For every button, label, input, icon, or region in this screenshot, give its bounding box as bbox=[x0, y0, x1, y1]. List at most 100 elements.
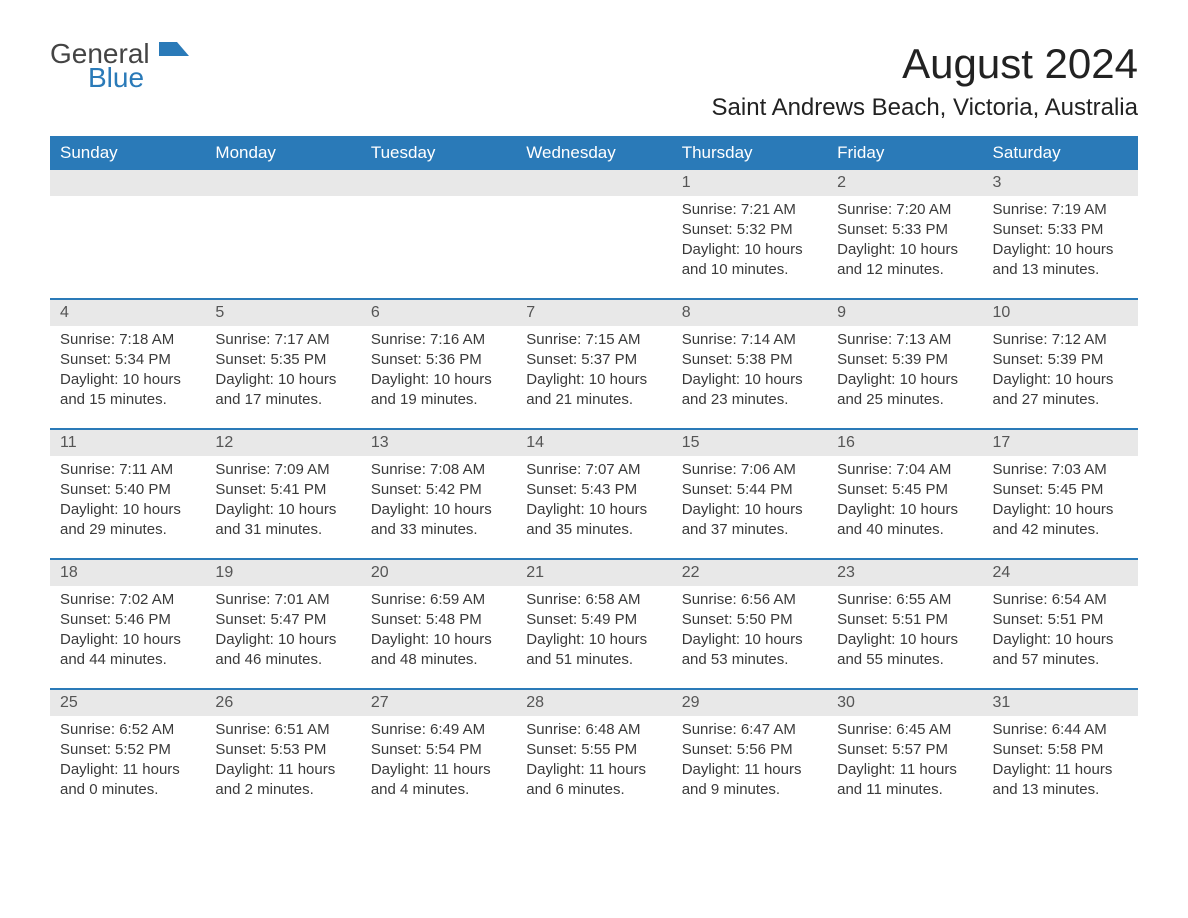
day-number: 5 bbox=[205, 300, 360, 326]
sunrise-text: Sunrise: 7:02 AM bbox=[60, 590, 195, 610]
sunrise-text: Sunrise: 7:16 AM bbox=[371, 330, 506, 350]
sunset-text: Sunset: 5:55 PM bbox=[526, 740, 661, 760]
day-body: Sunrise: 7:15 AMSunset: 5:37 PMDaylight:… bbox=[516, 326, 671, 411]
sunset-text: Sunset: 5:44 PM bbox=[682, 480, 817, 500]
daylight-text: Daylight: 11 hours and 11 minutes. bbox=[837, 760, 972, 801]
sunset-text: Sunset: 5:45 PM bbox=[993, 480, 1128, 500]
sunrise-text: Sunrise: 7:11 AM bbox=[60, 460, 195, 480]
sunrise-text: Sunrise: 6:45 AM bbox=[837, 720, 972, 740]
day-cell: 2Sunrise: 7:20 AMSunset: 5:33 PMDaylight… bbox=[827, 170, 982, 298]
sunset-text: Sunset: 5:51 PM bbox=[993, 610, 1128, 630]
day-cell: 16Sunrise: 7:04 AMSunset: 5:45 PMDayligh… bbox=[827, 430, 982, 558]
daylight-text: Daylight: 10 hours and 53 minutes. bbox=[682, 630, 817, 671]
day-number: 22 bbox=[672, 560, 827, 586]
day-number: 25 bbox=[50, 690, 205, 716]
day-cell: 3Sunrise: 7:19 AMSunset: 5:33 PMDaylight… bbox=[983, 170, 1138, 298]
day-cell bbox=[361, 170, 516, 298]
day-cell: 14Sunrise: 7:07 AMSunset: 5:43 PMDayligh… bbox=[516, 430, 671, 558]
day-body: Sunrise: 7:14 AMSunset: 5:38 PMDaylight:… bbox=[672, 326, 827, 411]
sunset-text: Sunset: 5:56 PM bbox=[682, 740, 817, 760]
day-body: Sunrise: 6:54 AMSunset: 5:51 PMDaylight:… bbox=[983, 586, 1138, 671]
sunrise-text: Sunrise: 7:09 AM bbox=[215, 460, 350, 480]
day-number: 6 bbox=[361, 300, 516, 326]
day-number: 26 bbox=[205, 690, 360, 716]
day-body: Sunrise: 7:09 AMSunset: 5:41 PMDaylight:… bbox=[205, 456, 360, 541]
day-body: Sunrise: 6:51 AMSunset: 5:53 PMDaylight:… bbox=[205, 716, 360, 801]
sunset-text: Sunset: 5:32 PM bbox=[682, 220, 817, 240]
day-number: 9 bbox=[827, 300, 982, 326]
day-number: 19 bbox=[205, 560, 360, 586]
day-cell: 22Sunrise: 6:56 AMSunset: 5:50 PMDayligh… bbox=[672, 560, 827, 688]
daylight-text: Daylight: 10 hours and 33 minutes. bbox=[371, 500, 506, 541]
sunrise-text: Sunrise: 7:03 AM bbox=[993, 460, 1128, 480]
day-cell: 18Sunrise: 7:02 AMSunset: 5:46 PMDayligh… bbox=[50, 560, 205, 688]
week-row: 18Sunrise: 7:02 AMSunset: 5:46 PMDayligh… bbox=[50, 558, 1138, 688]
day-number: 24 bbox=[983, 560, 1138, 586]
day-cell: 7Sunrise: 7:15 AMSunset: 5:37 PMDaylight… bbox=[516, 300, 671, 428]
weekday-label: Tuesday bbox=[361, 136, 516, 170]
sunset-text: Sunset: 5:38 PM bbox=[682, 350, 817, 370]
month-title: August 2024 bbox=[712, 40, 1138, 88]
day-body: Sunrise: 7:21 AMSunset: 5:32 PMDaylight:… bbox=[672, 196, 827, 281]
day-number: 3 bbox=[983, 170, 1138, 196]
day-number: 20 bbox=[361, 560, 516, 586]
day-cell: 24Sunrise: 6:54 AMSunset: 5:51 PMDayligh… bbox=[983, 560, 1138, 688]
sunrise-text: Sunrise: 7:17 AM bbox=[215, 330, 350, 350]
daylight-text: Daylight: 11 hours and 6 minutes. bbox=[526, 760, 661, 801]
logo: General Blue bbox=[50, 40, 189, 92]
day-cell: 31Sunrise: 6:44 AMSunset: 5:58 PMDayligh… bbox=[983, 690, 1138, 818]
day-cell: 27Sunrise: 6:49 AMSunset: 5:54 PMDayligh… bbox=[361, 690, 516, 818]
day-cell: 19Sunrise: 7:01 AMSunset: 5:47 PMDayligh… bbox=[205, 560, 360, 688]
daylight-text: Daylight: 10 hours and 19 minutes. bbox=[371, 370, 506, 411]
sunset-text: Sunset: 5:39 PM bbox=[993, 350, 1128, 370]
daylight-text: Daylight: 10 hours and 25 minutes. bbox=[837, 370, 972, 411]
daylight-text: Daylight: 10 hours and 51 minutes. bbox=[526, 630, 661, 671]
day-body: Sunrise: 6:59 AMSunset: 5:48 PMDaylight:… bbox=[361, 586, 516, 671]
sunrise-text: Sunrise: 7:06 AM bbox=[682, 460, 817, 480]
sunset-text: Sunset: 5:47 PM bbox=[215, 610, 350, 630]
sunrise-text: Sunrise: 6:58 AM bbox=[526, 590, 661, 610]
week-row: 1Sunrise: 7:21 AMSunset: 5:32 PMDaylight… bbox=[50, 170, 1138, 298]
daylight-text: Daylight: 10 hours and 15 minutes. bbox=[60, 370, 195, 411]
sunrise-text: Sunrise: 7:12 AM bbox=[993, 330, 1128, 350]
week-row: 11Sunrise: 7:11 AMSunset: 5:40 PMDayligh… bbox=[50, 428, 1138, 558]
weekday-label: Wednesday bbox=[516, 136, 671, 170]
sunrise-text: Sunrise: 7:14 AM bbox=[682, 330, 817, 350]
calendar: SundayMondayTuesdayWednesdayThursdayFrid… bbox=[50, 136, 1138, 818]
day-number: 15 bbox=[672, 430, 827, 456]
sunrise-text: Sunrise: 6:56 AM bbox=[682, 590, 817, 610]
day-body: Sunrise: 7:13 AMSunset: 5:39 PMDaylight:… bbox=[827, 326, 982, 411]
day-body bbox=[516, 196, 671, 200]
daylight-text: Daylight: 10 hours and 27 minutes. bbox=[993, 370, 1128, 411]
sunrise-text: Sunrise: 6:47 AM bbox=[682, 720, 817, 740]
sunset-text: Sunset: 5:37 PM bbox=[526, 350, 661, 370]
weekday-label: Friday bbox=[827, 136, 982, 170]
day-cell: 1Sunrise: 7:21 AMSunset: 5:32 PMDaylight… bbox=[672, 170, 827, 298]
day-cell: 21Sunrise: 6:58 AMSunset: 5:49 PMDayligh… bbox=[516, 560, 671, 688]
sunset-text: Sunset: 5:53 PM bbox=[215, 740, 350, 760]
sunset-text: Sunset: 5:51 PM bbox=[837, 610, 972, 630]
sunrise-text: Sunrise: 7:07 AM bbox=[526, 460, 661, 480]
sunrise-text: Sunrise: 7:01 AM bbox=[215, 590, 350, 610]
day-cell bbox=[205, 170, 360, 298]
day-number: 29 bbox=[672, 690, 827, 716]
day-body: Sunrise: 6:47 AMSunset: 5:56 PMDaylight:… bbox=[672, 716, 827, 801]
day-number: 18 bbox=[50, 560, 205, 586]
day-cell: 15Sunrise: 7:06 AMSunset: 5:44 PMDayligh… bbox=[672, 430, 827, 558]
logo-text-blue: Blue bbox=[88, 64, 189, 92]
day-cell: 26Sunrise: 6:51 AMSunset: 5:53 PMDayligh… bbox=[205, 690, 360, 818]
day-number: 31 bbox=[983, 690, 1138, 716]
sunset-text: Sunset: 5:39 PM bbox=[837, 350, 972, 370]
day-body: Sunrise: 6:49 AMSunset: 5:54 PMDaylight:… bbox=[361, 716, 516, 801]
day-cell: 10 Sunrise: 7:12 AMSunset: 5:39 PMDayligh… bbox=[983, 300, 1138, 428]
day-number: 10 bbox=[983, 300, 1138, 326]
sunrise-text: Sunrise: 6:54 AM bbox=[993, 590, 1128, 610]
day-body: Sunrise: 7:01 AMSunset: 5:47 PMDaylight:… bbox=[205, 586, 360, 671]
day-number bbox=[361, 170, 516, 196]
day-number bbox=[516, 170, 671, 196]
day-cell: 4Sunrise: 7:18 AMSunset: 5:34 PMDaylight… bbox=[50, 300, 205, 428]
day-body: Sunrise: 7:16 AMSunset: 5:36 PMDaylight:… bbox=[361, 326, 516, 411]
day-cell: 12Sunrise: 7:09 AMSunset: 5:41 PMDayligh… bbox=[205, 430, 360, 558]
sunset-text: Sunset: 5:36 PM bbox=[371, 350, 506, 370]
sunrise-text: Sunrise: 6:49 AM bbox=[371, 720, 506, 740]
